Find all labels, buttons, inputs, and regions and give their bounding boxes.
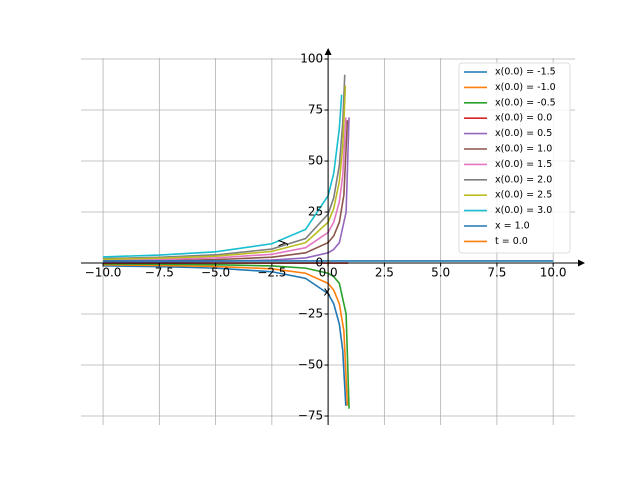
x-axis-label: x	[323, 285, 330, 299]
series-line	[103, 263, 350, 409]
y-tick-label: 25	[308, 205, 323, 219]
legend-label: t = 0.0	[495, 236, 528, 247]
series-line	[103, 74, 346, 260]
legend: x(0.0) = -1.5 x(0.0) = -1.0 x(0.0) = -0.5 x…	[458, 62, 571, 254]
x-arrow	[578, 259, 585, 267]
axes: −10.0 −7.5 −5.0 −2.5 0.0 2.5 5.0 7.5 10.0−75−50−…	[81, 48, 585, 425]
legend-label: x(0.0) = 1.0	[495, 144, 552, 155]
y-tick-label: 50	[308, 154, 323, 168]
x-tick-label: 10.0	[540, 266, 567, 280]
x-tick-label: 5.0	[431, 266, 450, 280]
series-line	[103, 117, 347, 262]
legend-label: x(0.0) = 0.0	[495, 113, 552, 124]
legend-label: x(0.0) = 2.5	[495, 190, 552, 201]
x-tick-label: 2.5	[375, 266, 394, 280]
legend-label: x(0.0) = 2.0	[495, 174, 552, 185]
legend-label: x(0.0) = -1.5	[495, 67, 556, 78]
legend-label: x(0.0) = -0.5	[495, 97, 556, 108]
legend-label: x(0.0) = -1.0	[495, 82, 556, 93]
x-tick-label: −2.5	[257, 266, 286, 280]
y-tick-label: 100	[300, 52, 323, 66]
legend-box	[458, 62, 571, 254]
legend-label: x(0.0) = 3.0	[495, 205, 552, 216]
x-tick-label: −7.5	[145, 266, 174, 280]
series-line	[103, 117, 350, 263]
plot-lines	[103, 74, 554, 409]
legend-label: x = 1.0	[495, 221, 530, 232]
x-tick-label: −5.0	[201, 266, 230, 280]
y-tick-label: 75	[308, 103, 323, 117]
series-line	[103, 120, 349, 262]
y-axis-label: y	[275, 239, 289, 246]
x-tick-label: −10.0	[85, 266, 122, 280]
y-tick-label: −50	[298, 358, 323, 372]
y-tick-label: −75	[298, 409, 323, 423]
series-line	[103, 94, 343, 258]
y-arrow	[324, 48, 332, 55]
x-tick-label: 7.5	[487, 266, 506, 280]
series-line	[103, 264, 347, 406]
legend-label: x(0.0) = 1.5	[495, 159, 552, 170]
series-line	[103, 85, 347, 261]
legend-label: x(0.0) = 0.5	[495, 128, 552, 139]
series-line	[103, 264, 349, 406]
y-tick-label: −25	[298, 307, 323, 321]
